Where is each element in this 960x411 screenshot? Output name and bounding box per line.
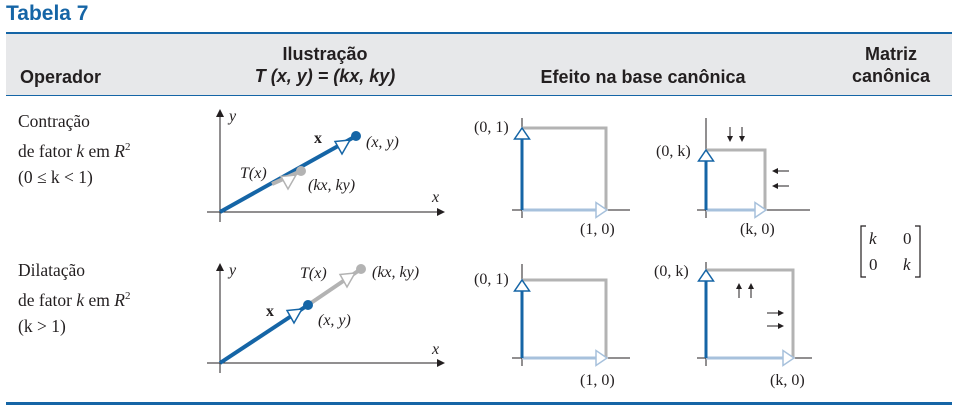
row-2-point-label: (x, y) — [318, 312, 351, 329]
header-matrix: Matriz canônica — [836, 43, 946, 87]
row-1-image-point-label: (kx, ky) — [308, 177, 355, 194]
row-2-basis-standard: (0, 1) (1, 0) — [474, 264, 630, 389]
row-2-br-e1-label: (k, 0) — [770, 372, 805, 389]
row-2-bl-square-edges — [522, 278, 608, 358]
row-2-name: Dilatação — [18, 260, 86, 280]
row-1-vector-x — [219, 134, 357, 214]
row-1-point-label: (x, y) — [366, 134, 399, 151]
header-matrix-line2: canônica — [851, 66, 931, 86]
row-2-br-square-edges — [706, 268, 795, 358]
row-1-axis-y-label: y — [227, 108, 237, 125]
row-2-vector-x-arrowhead — [285, 308, 304, 325]
row-2-illustration: y x T(x) (kx, ky) x (x, y) — [207, 262, 445, 373]
row-1-br-e1-arrowhead — [754, 201, 768, 219]
row-1-br-square-edges — [706, 148, 767, 210]
row-2-vector-tx-arrowhead — [338, 272, 357, 289]
matrix-left-bracket — [860, 225, 866, 278]
header-rule — [6, 95, 952, 96]
row-1-bl-square-edges — [522, 126, 608, 210]
row-1-factor: de fator k em R2 — [18, 140, 131, 161]
row-2-factor: de fator k em R2 — [18, 289, 131, 310]
row-1-condition: (0 ≤ k < 1) — [18, 166, 93, 187]
row-2-bl-e2-arrowhead — [513, 278, 531, 292]
header-effect: Efeito na base canônica — [540, 67, 746, 87]
row-1-bl-e1-arrowhead — [595, 201, 609, 219]
row-2-axis-x-label: x — [431, 341, 439, 358]
header-operator: Operador — [20, 67, 102, 87]
row-2-image-label: T(x) — [300, 265, 327, 282]
row-1-bl-e2-arrowhead — [513, 126, 531, 140]
row-2-bl-e1-label: (1, 0) — [580, 372, 615, 389]
row-2-basis-image: (0, k) (k, 0) — [654, 262, 812, 389]
row-2-bl-e2-label: (0, 1) — [474, 271, 509, 288]
row-1-br-e2-label: (0, k) — [656, 143, 691, 160]
row-1-bl-e1-label: (1, 0) — [580, 221, 615, 238]
row-2-point-xy — [303, 300, 313, 310]
matrix-a11: k — [869, 229, 877, 248]
row-2-image-point-label: (kx, ky) — [372, 264, 419, 281]
row-1-br-e1-label: (k, 0) — [740, 221, 775, 238]
row-2-br-e1-arrowhead — [782, 349, 796, 367]
header-band — [6, 34, 952, 95]
row-2-description: Dilatação de fator k em R2 (k > 1) — [18, 257, 130, 339]
row-2-point-kxky — [356, 264, 366, 274]
row-1-description: Contração de fator k em R2 (0 ≤ k < 1) — [18, 108, 130, 190]
header-illustration: Ilustração T (x, y) = (kx, ky) — [220, 43, 430, 87]
header-matrix-line1: Matriz — [864, 44, 917, 64]
table-title: Tabela 7 — [6, 2, 89, 25]
row-2-vec-label: x — [266, 303, 274, 320]
row-1-illustration: y x x (x, y) T(x) (kx, ky) — [207, 108, 445, 222]
row-1-bl-e2-label: (0, 1) — [474, 119, 509, 136]
header-illustration-line1: Ilustração — [282, 44, 368, 64]
row-1-basis-image: (0, k) (k, 0) — [656, 118, 810, 238]
row-1-basis-standard: (0, 1) (1, 0) — [474, 118, 630, 238]
matrix-a22: k — [903, 255, 911, 274]
row-2-bl-e1-arrowhead — [595, 349, 609, 367]
row-1-br-e2-arrowhead — [697, 148, 715, 162]
row-1-point-xy — [351, 131, 361, 141]
bottom-rule — [6, 402, 952, 405]
matrix-a12: 0 — [903, 229, 912, 248]
header-illustration-line2: T (x, y) = (kx, ky) — [254, 66, 396, 86]
row-2-axis-y-label: y — [227, 262, 237, 279]
row-1-axis-x-label: x — [431, 189, 439, 206]
row-1-image-label: T(x) — [240, 165, 267, 182]
row-2-br-e2-arrowhead — [697, 268, 715, 282]
row-2-br-e2-label: (0, k) — [654, 263, 689, 280]
row-1-vec-label: x — [314, 130, 322, 147]
row-1-point-kxky — [296, 166, 306, 176]
matrix-a21: 0 — [869, 255, 878, 274]
row-1-name: Contração — [18, 111, 90, 131]
row-2-condition: (k > 1) — [18, 315, 66, 336]
row-1-vector-x-arrowhead — [333, 139, 352, 156]
top-rule — [6, 32, 952, 35]
row-1-vector-tx-arrowhead — [279, 174, 298, 191]
standard-matrix: k 0 0 k — [860, 225, 921, 278]
matrix-right-bracket — [915, 225, 921, 278]
